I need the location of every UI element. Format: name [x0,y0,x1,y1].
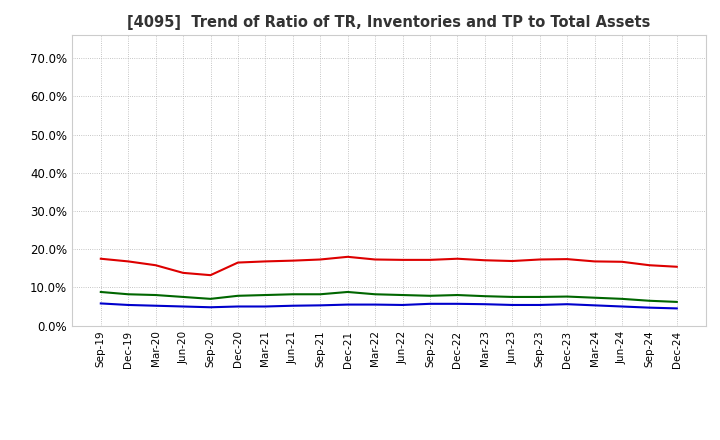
Trade Receivables [453,256,462,261]
Inventories [261,304,270,309]
Trade Payables [261,293,270,298]
Trade Receivables [371,257,379,262]
Trade Receivables [96,256,105,261]
Trade Receivables [645,263,654,268]
Trade Receivables [590,259,599,264]
Trade Payables [426,293,434,298]
Line: Inventories: Inventories [101,304,677,308]
Inventories [508,302,516,308]
Trade Receivables [672,264,681,269]
Line: Trade Payables: Trade Payables [101,292,677,302]
Trade Payables [508,294,516,300]
Inventories [151,303,160,308]
Title: [4095]  Trend of Ratio of TR, Inventories and TP to Total Assets: [4095] Trend of Ratio of TR, Inventories… [127,15,650,30]
Trade Payables [316,292,325,297]
Trade Payables [371,292,379,297]
Trade Payables [590,295,599,301]
Inventories [124,302,132,308]
Trade Payables [536,294,544,300]
Trade Payables [179,294,187,300]
Trade Receivables [563,257,572,262]
Trade Payables [645,298,654,304]
Trade Payables [206,296,215,301]
Trade Receivables [398,257,407,263]
Inventories [426,301,434,306]
Trade Receivables [536,257,544,262]
Trade Payables [672,299,681,304]
Inventories [343,302,352,307]
Trade Receivables [426,257,434,263]
Trade Payables [453,293,462,298]
Line: Trade Receivables: Trade Receivables [101,257,677,275]
Trade Receivables [151,263,160,268]
Trade Receivables [508,258,516,264]
Inventories [453,301,462,306]
Trade Payables [96,290,105,295]
Trade Receivables [179,270,187,275]
Trade Payables [398,293,407,298]
Trade Payables [618,296,626,301]
Trade Payables [480,293,489,299]
Trade Receivables [206,272,215,278]
Trade Receivables [124,259,132,264]
Inventories [590,303,599,308]
Inventories [672,306,681,311]
Inventories [316,303,325,308]
Inventories [289,303,297,308]
Trade Payables [343,290,352,295]
Inventories [96,301,105,306]
Inventories [618,304,626,309]
Inventories [563,301,572,307]
Trade Receivables [233,260,242,265]
Trade Receivables [618,259,626,264]
Trade Payables [233,293,242,298]
Inventories [179,304,187,309]
Inventories [398,302,407,308]
Trade Payables [289,292,297,297]
Inventories [480,301,489,307]
Trade Receivables [343,254,352,260]
Trade Payables [151,293,160,298]
Trade Receivables [289,258,297,263]
Inventories [206,304,215,310]
Trade Receivables [316,257,325,262]
Trade Payables [124,292,132,297]
Inventories [645,305,654,310]
Trade Receivables [261,259,270,264]
Inventories [371,302,379,307]
Inventories [536,302,544,308]
Trade Payables [563,294,572,299]
Trade Receivables [480,257,489,263]
Inventories [233,304,242,309]
